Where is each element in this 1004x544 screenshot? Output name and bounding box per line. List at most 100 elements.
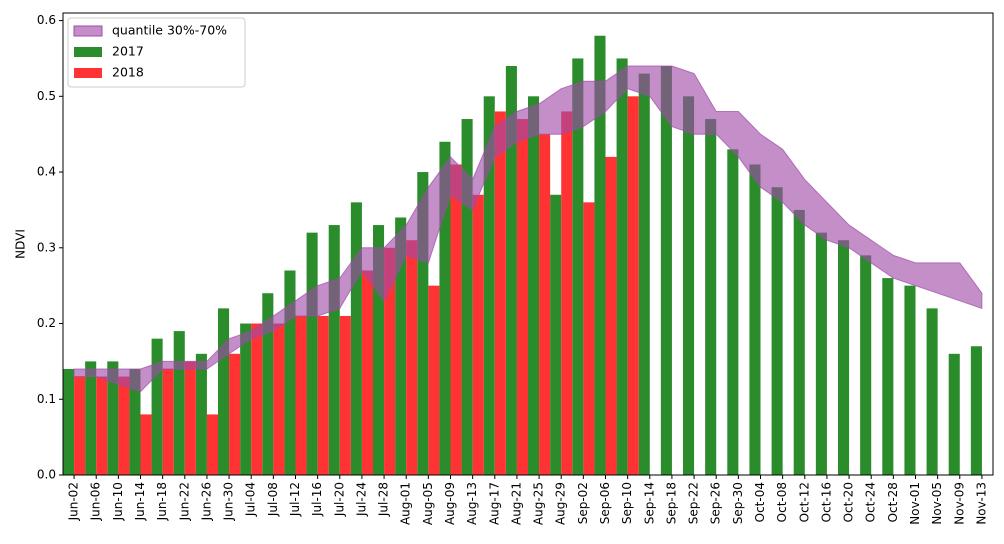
bar-2017-aug-21: [505, 66, 517, 476]
bar-2017-aug-01: [395, 217, 407, 475]
bar-2017-oct-28: [882, 278, 894, 475]
x-tick-label: Sep-30: [731, 482, 745, 524]
legend-swatch-2018: [74, 68, 102, 78]
bar-2017-aug-17: [483, 96, 495, 476]
x-tick-label: Aug-17: [487, 482, 501, 525]
bar-2017-sep-06: [594, 35, 606, 475]
bar-2017-sep-22: [683, 96, 695, 476]
x-tick-label: Aug-13: [465, 482, 479, 525]
bar-2017-aug-09: [439, 141, 451, 476]
x-tick-label: Jun-14: [133, 482, 147, 521]
x-tick-label: Sep-26: [709, 482, 723, 524]
x-tick-label: Aug-05: [421, 482, 435, 525]
bar-2018-jul-20: [339, 315, 351, 475]
bar-2018-jul-16: [317, 315, 329, 475]
bar-2017-oct-12: [793, 209, 805, 475]
x-tick-label: Jul-28: [377, 482, 391, 517]
bar-2018-aug-21: [516, 119, 528, 476]
bar-2017-jul-24: [350, 202, 362, 475]
x-tick-label: Jun-02: [67, 482, 81, 521]
quantile-band: [73, 65, 983, 393]
bar-2017-nov-13: [970, 346, 982, 475]
legend-swatch-2017: [74, 47, 102, 57]
bar-2018-sep-10: [627, 96, 639, 476]
bar-2018-jun-02: [74, 376, 86, 475]
bar-2018-jun-26: [206, 414, 218, 475]
y-tick-label: 0.0: [37, 468, 56, 482]
bar-2018-jun-14: [140, 414, 152, 475]
legend-label-2017: 2017: [112, 44, 144, 59]
bar-2017-jun-30: [218, 308, 230, 475]
bar-2017-jul-28: [373, 225, 385, 475]
x-tick-label: Oct-04: [753, 482, 767, 522]
bar-2018-jun-18: [162, 368, 174, 475]
x-tick-label: Sep-18: [664, 482, 678, 524]
bar-2017-jul-16: [306, 232, 318, 475]
x-tick-label: Oct-24: [864, 482, 878, 522]
legend-label-2018: 2018: [112, 65, 144, 80]
x-tick-label: Nov-01: [908, 482, 922, 525]
x-tick-label: Jul-04: [244, 482, 258, 517]
x-tick-label: Nov-13: [974, 482, 988, 525]
x-tick-label: Sep-02: [576, 482, 590, 524]
x-tick-label: Oct-20: [842, 482, 856, 522]
x-tick-label: Oct-08: [775, 482, 789, 522]
bar-2018-aug-09: [450, 164, 462, 475]
bar-2017-jul-20: [328, 225, 340, 475]
bar-2017-aug-05: [417, 172, 429, 475]
bar-2018-sep-02: [583, 202, 595, 475]
x-tick-label: Jul-12: [288, 482, 302, 517]
bar-2017-oct-24: [860, 255, 872, 475]
x-tick-label: Jul-16: [310, 482, 324, 517]
bar-2017-sep-18: [660, 66, 672, 476]
x-tick-label: Sep-10: [620, 482, 634, 524]
bar-2017-jun-06: [85, 361, 97, 475]
bar-2017-jun-22: [173, 331, 185, 475]
y-tick-label: 0.3: [37, 240, 56, 254]
x-tick-label: Nov-05: [930, 482, 944, 525]
x-tick-label: Sep-14: [642, 482, 656, 524]
x-tick-label: Jun-10: [111, 482, 125, 521]
x-tick-label: Aug-21: [509, 482, 523, 525]
y-tick-label: 0.1: [37, 392, 56, 406]
x-tick-label: Jul-24: [354, 482, 368, 517]
bar-2017-aug-25: [528, 96, 540, 476]
bar-2018-jun-22: [184, 361, 196, 475]
x-tick-label: Aug-01: [399, 482, 413, 525]
legend-swatch-quantile: [73, 25, 103, 37]
y-tick-label: 0.5: [37, 89, 56, 103]
x-tick-label: Oct-16: [819, 482, 833, 522]
bar-2017-sep-10: [616, 58, 628, 475]
bar-2018-jul-04: [251, 323, 263, 475]
legend-box: [67, 17, 246, 88]
y-tick-label: 0.2: [37, 316, 56, 330]
x-tick-label: Sep-22: [687, 482, 701, 524]
x-tick-label: Jun-18: [155, 482, 169, 521]
plot-area: [63, 35, 983, 476]
bar-2017-jul-08: [262, 293, 274, 475]
bar-2017-oct-20: [838, 240, 850, 475]
x-tick-label: Sep-06: [598, 482, 612, 524]
bar-2018-jul-24: [361, 270, 373, 475]
x-tick-label: Jul-08: [266, 482, 280, 517]
bar-2018-aug-17: [494, 111, 506, 475]
bar-2017-oct-04: [749, 164, 761, 475]
bar-2018-jun-06: [96, 376, 108, 475]
bar-2018-aug-13: [472, 194, 484, 475]
y-tick-label: 0.4: [37, 165, 56, 179]
bar-2017-jun-14: [129, 368, 141, 475]
x-tick-label: Jun-22: [177, 482, 191, 521]
bar-2017-jul-04: [240, 323, 252, 475]
bar-2017-sep-30: [727, 149, 739, 475]
x-tick-label: Aug-09: [443, 482, 457, 525]
legend-label-quantile: quantile 30%-70%: [112, 23, 227, 38]
bar-2017-oct-08: [771, 187, 783, 475]
bar-2018-jun-10: [118, 376, 130, 475]
bar-2018-aug-05: [428, 285, 440, 475]
x-tick-label: Jun-26: [199, 482, 213, 521]
bar-2018-jul-08: [273, 323, 285, 475]
bar-2018-aug-25: [539, 134, 551, 475]
bar-2018-jul-28: [384, 247, 396, 475]
bar-2017-nov-09: [948, 353, 960, 475]
